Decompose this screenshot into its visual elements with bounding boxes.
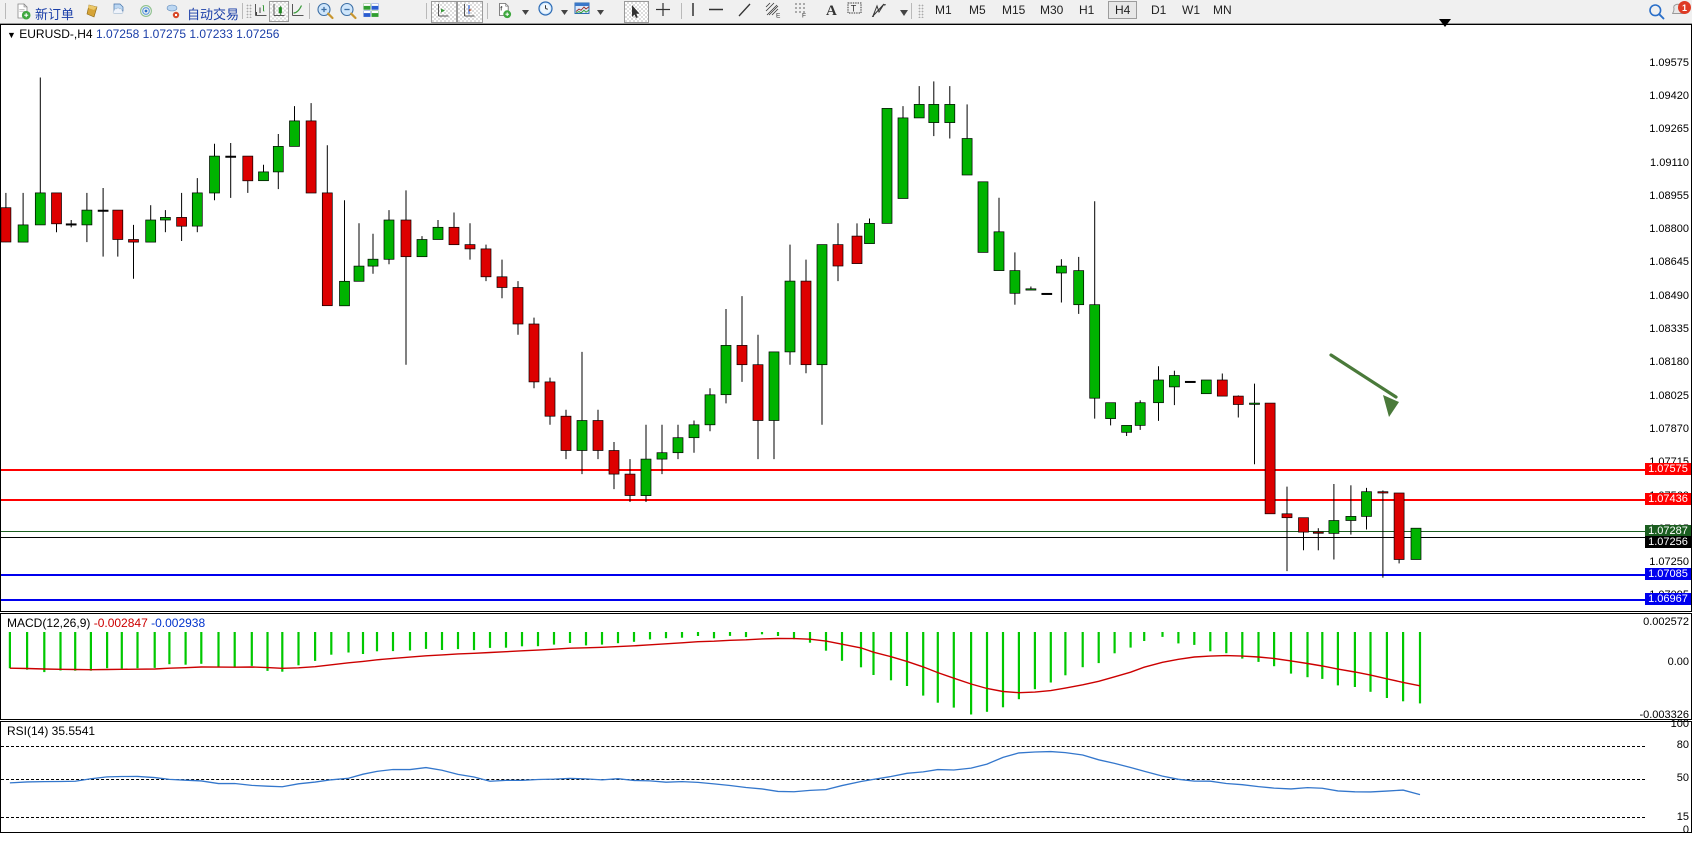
svg-text:E: E [776,13,781,19]
svg-text:1: 1 [1682,3,1687,13]
svg-text:F: F [802,13,806,19]
svg-text:T: T [851,4,857,14]
